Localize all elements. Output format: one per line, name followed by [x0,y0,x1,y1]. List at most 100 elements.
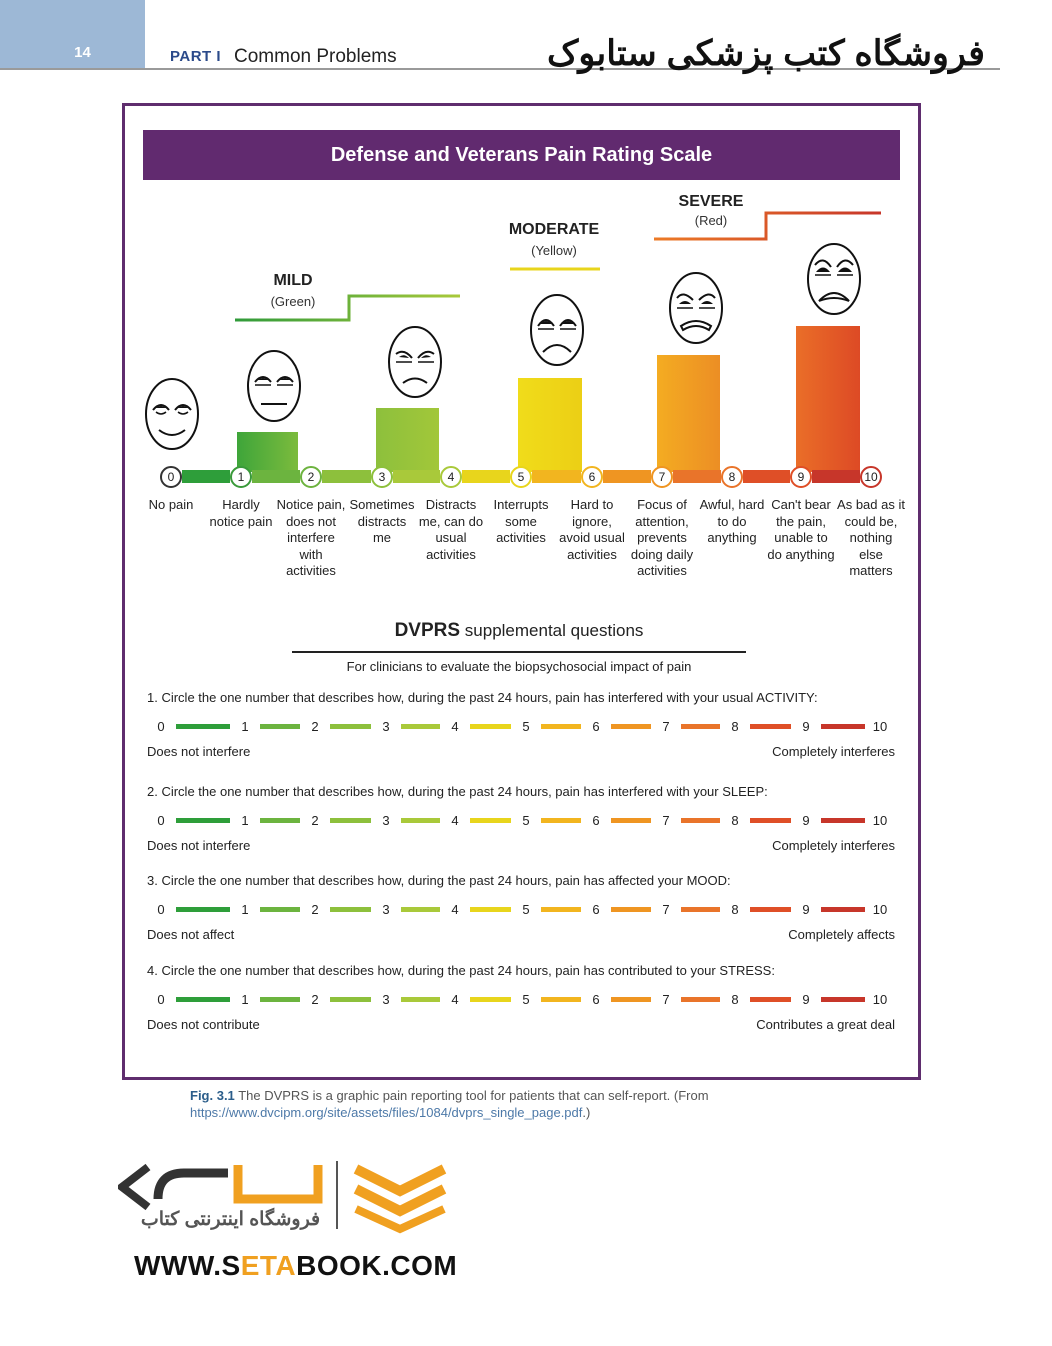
question-option[interactable]: 7 [662,902,670,917]
pain-level-3[interactable]: 3 [371,466,393,488]
question-option[interactable]: 2 [311,719,319,734]
question-option[interactable]: 6 [592,902,600,917]
question-option[interactable]: 4 [451,719,459,734]
question-option[interactable]: 10 [872,719,888,734]
question-option[interactable]: 6 [592,992,600,1007]
pain-description: Hardly notice pain [209,497,273,529]
scale-segment [252,470,300,483]
question-option[interactable]: 9 [802,719,810,734]
face-mild-2-icon [388,326,442,398]
question-option[interactable]: 10 [872,992,888,1007]
question-option[interactable]: 2 [311,813,319,828]
question-option[interactable]: 5 [522,992,530,1007]
question-option[interactable]: 7 [662,992,670,1007]
face-no-pain-icon [145,378,199,450]
pain-level-2[interactable]: 2 [300,466,322,488]
question-option[interactable]: 4 [451,813,459,828]
question-option[interactable]: 2 [311,902,319,917]
pain-description: Awful, hard to do anything [699,497,765,545]
face-mild-1-icon [247,350,301,422]
question-option[interactable]: 3 [382,813,390,828]
question-option[interactable]: 8 [731,813,739,828]
logo-url: WWW.SETABOOK.COM [134,1250,457,1282]
scale-segment [603,470,651,483]
question-option[interactable]: 7 [662,813,670,828]
question-scale-segment [176,907,230,912]
supplemental-subtitle: For clinicians to evaluate the biopsycho… [346,659,692,674]
question-scale-segment [176,724,230,729]
pain-level-6[interactable]: 6 [581,466,603,488]
question-option[interactable]: 4 [451,902,459,917]
question-option[interactable]: 8 [731,902,739,917]
question-option[interactable]: 6 [592,813,600,828]
scale-segment [743,470,790,483]
pain-description: Can't bear the pain, unable to do anythi… [767,497,835,562]
question-option[interactable]: 9 [802,992,810,1007]
question-option[interactable]: 5 [522,813,530,828]
pain-level-0[interactable]: 0 [160,466,182,488]
chapter-title: Common Problems [234,46,397,67]
question-option[interactable]: 2 [311,992,319,1007]
question-scale-segment [750,907,791,912]
pain-level-5[interactable]: 5 [510,466,532,488]
question-option[interactable]: 4 [451,992,459,1007]
question-option[interactable]: 5 [522,719,530,734]
caption-link[interactable]: https://www.dvcipm.org/site/assets/files… [190,1105,583,1120]
question-scale-segment [681,724,720,729]
question-scale-segment [611,818,651,823]
question-option[interactable]: 7 [662,719,670,734]
pain-level-4[interactable]: 4 [440,466,462,488]
question-option[interactable]: 8 [731,719,739,734]
pain-bar-mild-1 [237,432,298,472]
question-option[interactable]: 0 [157,992,165,1007]
question-option[interactable]: 5 [522,902,530,917]
scale-segment [182,470,230,483]
header-rule [0,68,1000,70]
pain-level-7[interactable]: 7 [651,466,673,488]
page-number-box [0,0,145,68]
pain-level-1[interactable]: 1 [230,466,252,488]
question-option[interactable]: 3 [382,902,390,917]
question-max-label: Completely affects [788,927,895,942]
question-scale-segment [821,724,865,729]
question-option[interactable]: 0 [157,902,165,917]
question-min-label: Does not contribute [147,1017,260,1032]
caption-text: The DVPRS is a graphic pain reporting to… [238,1088,709,1103]
question-scale-segment [750,724,791,729]
question-option[interactable]: 1 [241,902,249,917]
question-scale-segment [260,997,300,1002]
severity-mild-color: (Green) [270,294,316,309]
question-scale-segment [330,818,371,823]
question-option[interactable]: 1 [241,719,249,734]
pain-description: Focus of attention, prevents doing daily… [630,497,694,578]
severity-moderate-label: MODERATE [508,221,600,238]
question-scale-segment [470,907,511,912]
question-scale-segment [401,818,440,823]
question-scale-segment [541,907,581,912]
pain-bar-severe-1 [657,355,720,472]
question-option[interactable]: 9 [802,813,810,828]
question-option[interactable]: 8 [731,992,739,1007]
question-scale-segment [750,997,791,1002]
question-option[interactable]: 0 [157,813,165,828]
question-scale-segment [330,997,371,1002]
page-number: 14 [74,44,91,61]
pain-level-10[interactable]: 10 [860,466,882,488]
mild-step-line [235,294,460,322]
question-option[interactable]: 9 [802,902,810,917]
question-option[interactable]: 0 [157,719,165,734]
question-option[interactable]: 3 [382,719,390,734]
question-option[interactable]: 6 [592,719,600,734]
question-option[interactable]: 1 [241,992,249,1007]
question-option[interactable]: 10 [872,902,888,917]
question-option[interactable]: 1 [241,813,249,828]
question-option[interactable]: 10 [872,813,888,828]
scale-segment [532,470,581,483]
supplemental-rule [292,651,746,653]
question-option[interactable]: 3 [382,992,390,1007]
pain-level-9[interactable]: 9 [790,466,812,488]
question-scale-segment [330,724,371,729]
question-scale-segment [401,907,440,912]
pain-level-8[interactable]: 8 [721,466,743,488]
